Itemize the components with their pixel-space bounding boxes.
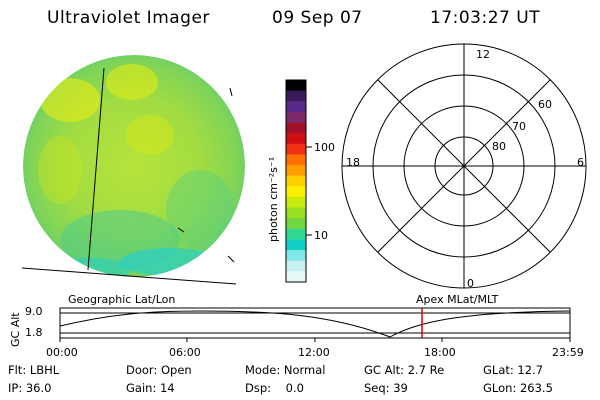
timeline-xtick-0600: 06:00 — [169, 346, 201, 359]
lon-line — [87, 67, 105, 271]
colorbar-band — [286, 207, 306, 219]
timeline-right-caption: Apex MLat/MLT — [416, 293, 499, 306]
colorbar-scale — [286, 80, 306, 283]
timeline-xtick-0000: 00:00 — [46, 346, 78, 359]
status-filter: Flt: LBHL — [8, 363, 60, 377]
status-dsp: Dsp: 0.0 — [245, 381, 304, 395]
status-glat: GLat: 12.7 — [483, 363, 544, 377]
colorbar-band — [286, 239, 306, 251]
colorbar-band — [286, 122, 306, 134]
status-seq: Seq: 39 — [364, 381, 408, 395]
colorbar-band — [286, 143, 306, 156]
terminator-line — [21, 267, 237, 285]
status-door: Door: Open — [126, 363, 192, 377]
colorbar-band — [286, 218, 306, 230]
colorbar-band — [286, 196, 306, 209]
earth-disk — [23, 55, 245, 277]
status-gc-alt: GC Alt: 2.7 Re — [364, 363, 445, 377]
polar-label-18: 18 — [346, 156, 360, 169]
observation-date: 09 Sep 07 — [272, 8, 363, 28]
polar-label-12: 12 — [476, 48, 490, 61]
polar-lat-80: 80 — [492, 140, 506, 153]
timeline-xtick-2359: 23:59 — [552, 346, 584, 359]
altitude-curve — [59, 310, 571, 338]
timeline-xtick-1800: 18:00 — [424, 346, 456, 359]
colorbar-band — [286, 250, 306, 262]
status-glon: GLon: 263.5 — [483, 381, 553, 395]
timeline-ytick-min: 1.8 — [25, 326, 43, 339]
colorbar-band — [286, 154, 306, 166]
polar-lat-70: 70 — [512, 120, 526, 133]
timeline-xtick-1200: 12:00 — [298, 346, 330, 359]
colorbar-band — [286, 271, 306, 283]
colorbar-band — [286, 101, 306, 113]
polar-lat-60: 60 — [538, 98, 552, 111]
colorbar-band — [286, 260, 306, 272]
timeline-left-caption: Geographic Lat/Lon — [68, 293, 176, 306]
status-ip: IP: 36.0 — [8, 381, 52, 395]
observation-time: 17:03:27 UT — [430, 8, 541, 28]
status-gain: Gain: 14 — [126, 381, 175, 395]
colorbar-band — [286, 133, 306, 145]
colorbar-band — [286, 186, 306, 198]
colorbar-band — [286, 165, 306, 177]
instrument-title: Ultraviolet Imager — [47, 8, 210, 28]
colorbar-band — [286, 90, 306, 102]
colorbar-band — [286, 111, 306, 124]
colorbar-band — [286, 175, 306, 187]
timeline-ytick-max: 9.0 — [25, 305, 43, 318]
colorbar-band — [286, 80, 306, 92]
colorbar-tick-100: 100 — [314, 141, 335, 154]
colorbar-band — [286, 228, 306, 241]
colorbar-tick-10: 10 — [314, 229, 328, 242]
status-mode: Mode: Normal — [245, 363, 326, 377]
polar-label-0: 0 — [467, 277, 474, 290]
polar-label-6: 6 — [577, 156, 584, 169]
